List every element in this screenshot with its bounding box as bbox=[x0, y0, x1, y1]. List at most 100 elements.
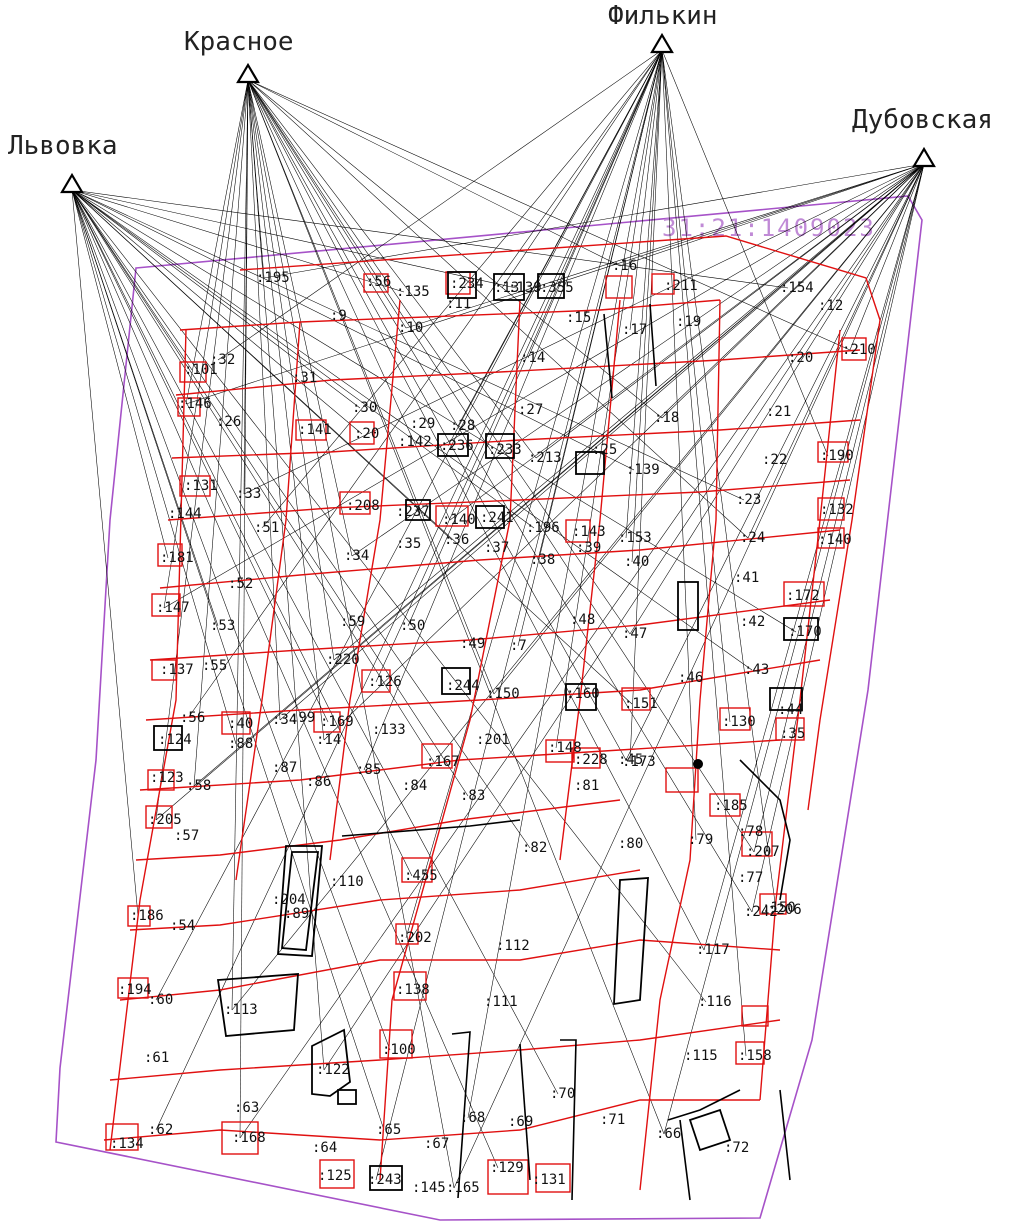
triangulation-stations: Красное Филькин Львовка Дубовская bbox=[8, 1, 993, 194]
triangulation-ray bbox=[187, 49, 663, 719]
triangulation-ray bbox=[71, 189, 797, 633]
parcel-number-label: :137 bbox=[160, 662, 194, 678]
triangulation-ray bbox=[629, 163, 925, 635]
triangulation-ray bbox=[375, 49, 663, 1181]
triangulation-ray bbox=[629, 49, 663, 331]
parcel-number-label: :46 bbox=[678, 670, 703, 686]
triangulation-ray bbox=[555, 49, 663, 749]
triangulation-ray bbox=[155, 49, 663, 1001]
parcel-number-label: :84 bbox=[402, 778, 427, 794]
parcel-number-label: :34 bbox=[272, 712, 297, 728]
triangulation-ray bbox=[193, 79, 249, 787]
parcel-number-label: :190 bbox=[820, 448, 854, 464]
parcel-number-label: :125 bbox=[318, 1168, 352, 1184]
parcel-number-label: :237 bbox=[396, 504, 430, 520]
triangulation-ray bbox=[185, 163, 925, 405]
parcel-number-label: :25 bbox=[592, 442, 617, 458]
parcel-number-label: :141 bbox=[298, 422, 332, 438]
triangulation-ray bbox=[661, 49, 731, 723]
triangulation-ray bbox=[71, 189, 745, 501]
parcel-number-label: :52 bbox=[228, 576, 253, 592]
parcel-number-label: :132 bbox=[820, 502, 854, 518]
station-triangle-icon bbox=[650, 32, 674, 54]
parcel-number-label: :355 bbox=[540, 280, 574, 296]
triangulation-ray bbox=[625, 49, 663, 539]
parcel-number-label: :14 bbox=[520, 350, 545, 366]
parcel-number-label: :100 bbox=[382, 1042, 416, 1058]
parcel-number-label: :55 bbox=[202, 658, 227, 674]
triangulation-ray bbox=[535, 163, 925, 459]
triangulation-ray bbox=[467, 49, 663, 1119]
parcel-number-label: :19 bbox=[676, 314, 701, 330]
triangulation-ray bbox=[71, 189, 707, 1003]
parcel-number-label: :138 bbox=[396, 982, 430, 998]
parcel-number-label: :150 bbox=[762, 900, 796, 916]
parcel-number-label: :71 bbox=[600, 1112, 625, 1128]
triangulation-ray bbox=[247, 79, 631, 635]
triangulation-ray bbox=[71, 189, 435, 763]
survey-point-marker bbox=[693, 759, 703, 769]
parcel-number-label: :201 bbox=[476, 732, 510, 748]
parcel-number-label: :61 bbox=[144, 1050, 169, 1066]
triangulation-ray bbox=[493, 163, 925, 695]
triangulation-ray bbox=[661, 49, 777, 911]
parcel-number-label: :58 bbox=[186, 778, 211, 794]
parcel-number-label: :181 bbox=[160, 550, 194, 566]
triangulation-ray bbox=[247, 79, 749, 539]
triangulation-ray bbox=[71, 189, 499, 1169]
parcel-number-label: :101 bbox=[184, 362, 218, 378]
parcel-number-label: :56 bbox=[366, 274, 391, 290]
triangulation-ray bbox=[247, 79, 755, 853]
triangulation-ray bbox=[453, 163, 925, 1189]
parcel-number-label: :185 bbox=[714, 798, 748, 814]
parcel-number-label: :30 bbox=[352, 400, 377, 416]
triangulation-ray bbox=[163, 79, 249, 609]
parcel-number-label: :18 bbox=[654, 410, 679, 426]
triangulation-ray bbox=[247, 79, 665, 1135]
station-triangle-icon bbox=[236, 62, 260, 84]
parcel-number-label: :20 bbox=[354, 426, 379, 442]
parcel-number-label: :117 bbox=[696, 942, 730, 958]
parcel-number-label: :202 bbox=[398, 930, 432, 946]
parcel-number-label: :87 bbox=[272, 760, 297, 776]
parcel-boundaries bbox=[103, 235, 881, 1191]
parcel-number-label: :72 bbox=[724, 1140, 749, 1156]
parcel-number-label: :31 bbox=[292, 370, 317, 386]
parcel-number-label: :37 bbox=[484, 540, 509, 556]
parcel-number-label: :146 bbox=[178, 396, 212, 412]
parcel-number-label: :131 bbox=[532, 1172, 566, 1188]
triangulation-ray bbox=[71, 189, 753, 671]
parcel-rectangles bbox=[105, 271, 867, 1195]
parcel-number-label: :112 bbox=[496, 938, 530, 954]
parcel-number-label: :44 bbox=[778, 702, 803, 718]
parcel-number-label: :54 bbox=[170, 918, 195, 934]
triangulation-ray bbox=[625, 163, 925, 761]
triangulation-ray bbox=[71, 189, 361, 409]
parcel-number-label: :169 bbox=[320, 714, 354, 730]
triangulation-ray bbox=[247, 79, 621, 267]
triangulation-ray bbox=[405, 49, 663, 939]
triangulation-ray bbox=[239, 79, 249, 1139]
parcel-number-label: :48 bbox=[570, 612, 595, 628]
parcel-number-label: :167 bbox=[426, 754, 460, 770]
triangulation-ray bbox=[71, 189, 329, 723]
triangulation-ray bbox=[247, 79, 495, 695]
parcel-number-label: :77 bbox=[738, 870, 763, 886]
triangulation-ray bbox=[71, 189, 405, 293]
buildings bbox=[153, 271, 819, 1191]
parcel-number-label: :126 bbox=[368, 674, 402, 690]
parcel-number-label: :38 bbox=[530, 552, 555, 568]
parcel-number-label: :62 bbox=[148, 1122, 173, 1138]
parcel-number-label: :43 bbox=[744, 662, 769, 678]
parcel-number-label: :129 bbox=[490, 1160, 524, 1176]
parcel-number-label: :42 bbox=[740, 614, 765, 630]
parcel-number-label: :130 bbox=[722, 714, 756, 730]
parcel-number-label: :63 bbox=[234, 1100, 259, 1116]
triangulation-ray bbox=[155, 79, 249, 821]
triangulation-ray bbox=[247, 79, 663, 419]
triangulation-ray bbox=[247, 79, 325, 741]
parcel-number-label: :40 bbox=[624, 554, 649, 570]
parcel-number-label: :204 bbox=[272, 892, 306, 908]
parcel-number-label: :158 bbox=[738, 1048, 772, 1064]
parcel-number-label: :195 bbox=[256, 270, 290, 286]
